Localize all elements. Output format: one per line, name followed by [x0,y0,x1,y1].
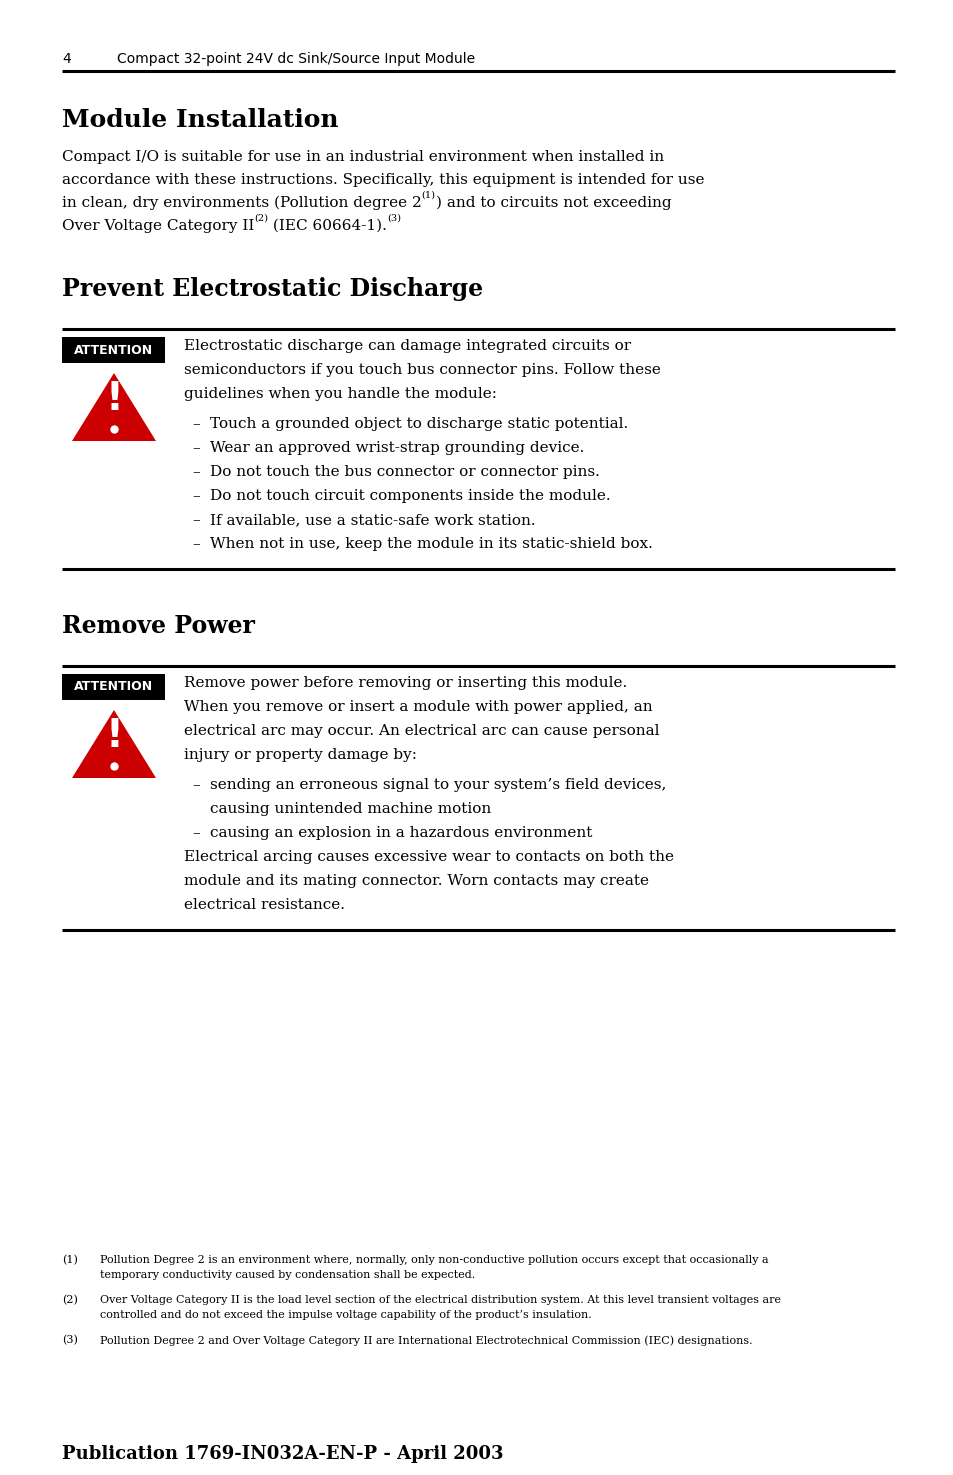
Text: (IEC 60664-1).: (IEC 60664-1). [268,218,387,233]
Text: –: – [192,465,199,479]
Text: electrical resistance.: electrical resistance. [184,898,345,912]
Text: !: ! [105,717,123,755]
Text: –: – [192,490,199,503]
Text: When you remove or insert a module with power applied, an: When you remove or insert a module with … [184,701,652,714]
Text: Compact 32-point 24V dc Sink/Source Input Module: Compact 32-point 24V dc Sink/Source Inpu… [117,52,475,66]
Text: Compact I/O is suitable for use in an industrial environment when installed in: Compact I/O is suitable for use in an in… [62,150,663,164]
Text: –: – [192,826,199,839]
Text: –: – [192,777,199,792]
Text: –: – [192,417,199,431]
Text: 4: 4 [62,52,71,66]
Text: ATTENTION: ATTENTION [74,680,152,693]
Text: Prevent Electrostatic Discharge: Prevent Electrostatic Discharge [62,277,482,301]
Text: Electrical arcing causes excessive wear to contacts on both the: Electrical arcing causes excessive wear … [184,850,673,864]
Text: temporary conductivity caused by condensation shall be expected.: temporary conductivity caused by condens… [100,1270,475,1280]
Text: When not in use, keep the module in its static-shield box.: When not in use, keep the module in its … [210,537,652,552]
Text: Do not touch circuit components inside the module.: Do not touch circuit components inside t… [210,490,610,503]
FancyBboxPatch shape [62,674,165,701]
Text: (1): (1) [62,1255,78,1266]
Text: (1): (1) [421,190,436,201]
Text: –: – [192,441,199,454]
Text: !: ! [105,381,123,417]
Text: controlled and do not exceed the impulse voltage capability of the product’s ins: controlled and do not exceed the impulse… [100,1310,591,1320]
Text: injury or property damage by:: injury or property damage by: [184,748,416,763]
Text: semiconductors if you touch bus connector pins. Follow these: semiconductors if you touch bus connecto… [184,363,660,378]
Text: If available, use a static-safe work station.: If available, use a static-safe work sta… [210,513,535,527]
Text: (2): (2) [254,214,268,223]
Text: causing an explosion in a hazardous environment: causing an explosion in a hazardous envi… [210,826,592,839]
Text: ATTENTION: ATTENTION [74,344,152,357]
Text: Pollution Degree 2 is an environment where, normally, only non-conductive pollut: Pollution Degree 2 is an environment whe… [100,1255,768,1266]
Text: Over Voltage Category II: Over Voltage Category II [62,218,254,233]
Text: Electrostatic discharge can damage integrated circuits or: Electrostatic discharge can damage integ… [184,339,631,353]
Text: –: – [192,513,199,527]
Polygon shape [71,373,156,441]
Text: Do not touch the bus connector or connector pins.: Do not touch the bus connector or connec… [210,465,599,479]
Text: in clean, dry environments (Pollution degree 2: in clean, dry environments (Pollution de… [62,196,421,211]
Text: accordance with these instructions. Specifically, this equipment is intended for: accordance with these instructions. Spec… [62,173,703,187]
Text: Remove power before removing or inserting this module.: Remove power before removing or insertin… [184,676,626,690]
Text: module and its mating connector. Worn contacts may create: module and its mating connector. Worn co… [184,875,648,888]
Text: Remove Power: Remove Power [62,614,254,639]
Text: Over Voltage Category II is the load level section of the electrical distributio: Over Voltage Category II is the load lev… [100,1295,781,1305]
Text: guidelines when you handle the module:: guidelines when you handle the module: [184,386,497,401]
Text: (2): (2) [62,1295,78,1305]
Text: –: – [192,537,199,552]
Text: causing unintended machine motion: causing unintended machine motion [210,802,491,816]
Text: Wear an approved wrist-strap grounding device.: Wear an approved wrist-strap grounding d… [210,441,584,454]
Text: Publication 1769-IN032A-EN-P - April 2003: Publication 1769-IN032A-EN-P - April 200… [62,1446,503,1463]
Text: Touch a grounded object to discharge static potential.: Touch a grounded object to discharge sta… [210,417,628,431]
Text: Pollution Degree 2 and Over Voltage Category II are International Electrotechnic: Pollution Degree 2 and Over Voltage Cate… [100,1335,752,1345]
Text: Module Installation: Module Installation [62,108,338,131]
Text: (3): (3) [387,214,401,223]
Text: electrical arc may occur. An electrical arc can cause personal: electrical arc may occur. An electrical … [184,724,659,738]
Text: sending an erroneous signal to your system’s field devices,: sending an erroneous signal to your syst… [210,777,666,792]
Polygon shape [71,709,156,777]
Text: (3): (3) [62,1335,78,1345]
FancyBboxPatch shape [62,336,165,363]
Text: ) and to circuits not exceeding: ) and to circuits not exceeding [436,196,671,211]
